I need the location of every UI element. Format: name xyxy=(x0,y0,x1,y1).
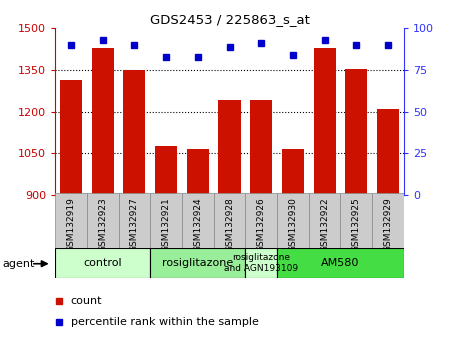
Text: GSM132924: GSM132924 xyxy=(193,197,202,252)
Text: control: control xyxy=(84,258,122,268)
Bar xyxy=(218,101,241,195)
Bar xyxy=(118,193,150,248)
Text: rosiglitazone
and AGN193109: rosiglitazone and AGN193109 xyxy=(224,253,298,273)
Bar xyxy=(246,248,277,278)
Bar xyxy=(55,248,150,278)
Text: GSM132930: GSM132930 xyxy=(288,197,297,252)
Title: GDS2453 / 225863_s_at: GDS2453 / 225863_s_at xyxy=(150,13,309,26)
Text: rosiglitazone: rosiglitazone xyxy=(162,258,234,268)
Bar xyxy=(123,70,146,195)
Bar xyxy=(377,109,399,195)
Bar xyxy=(246,193,277,248)
Text: GSM132927: GSM132927 xyxy=(130,197,139,252)
Text: AM580: AM580 xyxy=(321,258,360,268)
Bar xyxy=(187,149,209,195)
Bar xyxy=(309,193,341,248)
Text: GSM132926: GSM132926 xyxy=(257,197,266,252)
Bar xyxy=(250,101,272,195)
Text: percentile rank within the sample: percentile rank within the sample xyxy=(71,318,259,327)
Bar xyxy=(91,48,114,195)
Bar xyxy=(313,48,336,195)
Text: GSM132921: GSM132921 xyxy=(162,197,171,252)
Text: GSM132929: GSM132929 xyxy=(384,197,392,252)
Bar xyxy=(150,248,246,278)
Bar xyxy=(150,193,182,248)
Bar xyxy=(277,193,309,248)
Bar xyxy=(87,193,118,248)
Text: GSM132919: GSM132919 xyxy=(67,197,75,252)
Text: GSM132922: GSM132922 xyxy=(320,197,329,252)
Bar xyxy=(182,193,213,248)
Text: GSM132923: GSM132923 xyxy=(98,197,107,252)
Bar xyxy=(341,193,372,248)
Bar xyxy=(372,193,404,248)
Bar xyxy=(155,146,177,195)
Text: count: count xyxy=(71,296,102,306)
Bar xyxy=(213,193,246,248)
Bar xyxy=(282,149,304,195)
Bar xyxy=(277,248,404,278)
Bar xyxy=(345,69,368,195)
Bar xyxy=(60,80,82,195)
Text: GSM132928: GSM132928 xyxy=(225,197,234,252)
Text: GSM132925: GSM132925 xyxy=(352,197,361,252)
Text: agent: agent xyxy=(2,259,35,269)
Bar xyxy=(55,193,87,248)
